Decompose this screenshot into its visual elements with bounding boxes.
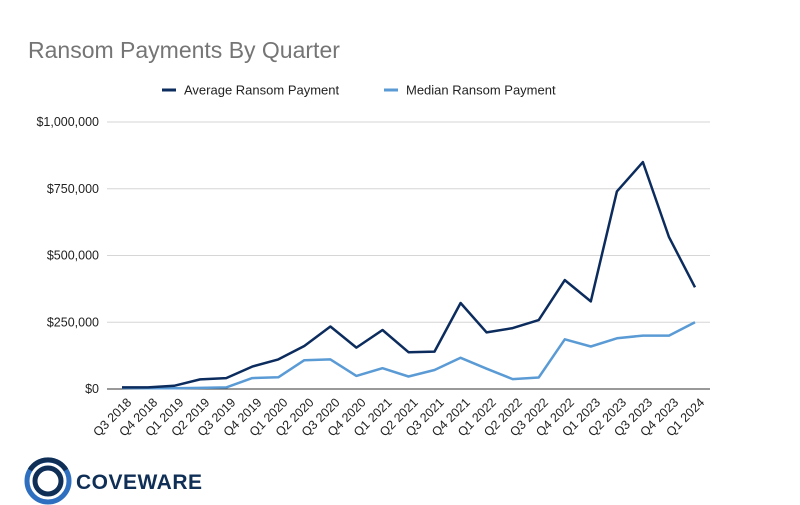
legend: Average Ransom Payment Median Ransom Paym… <box>162 83 556 98</box>
chart-title: Ransom Payments By Quarter <box>28 37 340 63</box>
y-tick-label: $250,000 <box>47 315 99 329</box>
series-line <box>122 160 697 389</box>
series-line <box>121 321 696 390</box>
y-tick-label: $750,000 <box>47 182 99 196</box>
gridlines <box>107 121 710 390</box>
logo-text: COVEWARE <box>76 471 203 494</box>
coveware-logo: COVEWARE <box>24 457 203 505</box>
y-tick-label: $500,000 <box>47 249 99 263</box>
coveware-ring-icon <box>24 457 72 505</box>
y-tick-label: $0 <box>85 382 99 396</box>
legend-label: Average Ransom Payment <box>184 83 340 98</box>
series-lines <box>121 160 697 390</box>
y-axis-ticks: $0 $250,000 $500,000 $750,000 $1,000,000 <box>36 115 99 396</box>
y-tick-label: $1,000,000 <box>36 115 99 129</box>
legend-label: Median Ransom Payment <box>406 83 556 98</box>
